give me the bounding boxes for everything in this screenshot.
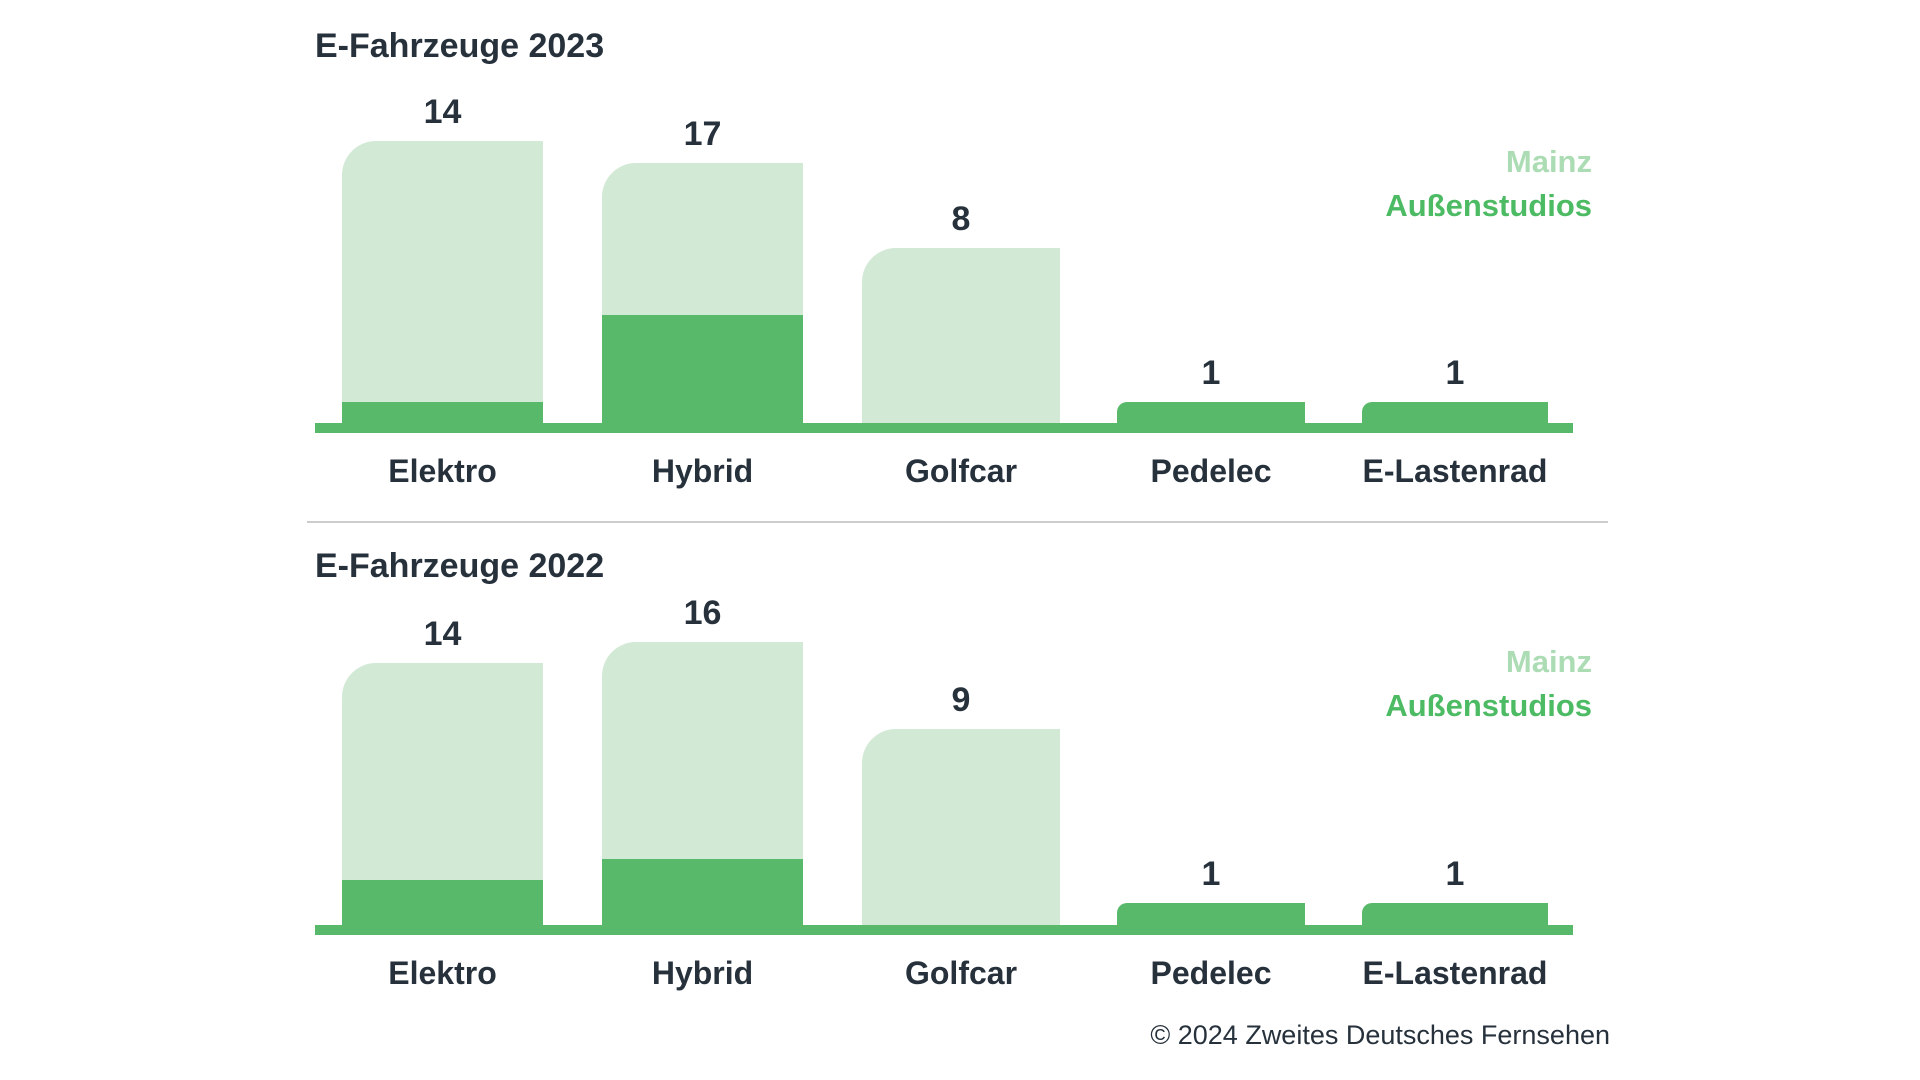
bar-hybrid bbox=[602, 642, 803, 925]
chart-title-2022: E-Fahrzeuge 2022 bbox=[315, 547, 605, 585]
bar-elektro bbox=[342, 141, 543, 423]
legend-2022: Mainz Außenstudios bbox=[1385, 640, 1592, 728]
section-divider bbox=[307, 521, 1608, 523]
bar-value-label: 1 bbox=[1201, 855, 1221, 893]
bar-group-elektro: 14 Elektro bbox=[342, 85, 543, 489]
bar-group-golfcar: 8 Golfcar bbox=[862, 85, 1060, 489]
bar-value-label: 1 bbox=[1445, 354, 1465, 392]
category-label-elektro: Elektro bbox=[388, 453, 497, 489]
bar-segment-aussenstudios bbox=[602, 315, 803, 423]
plot-area-2023: 14 Elektro 17 Hybrid 8 Golfcar 1 Pedelec 1 E-Last… bbox=[315, 85, 1573, 489]
bar-value-label: 9 bbox=[951, 681, 971, 719]
bar-group-e-lastenrad: 1 E-Lastenrad bbox=[1362, 85, 1548, 489]
bar-e-lastenrad bbox=[1362, 903, 1548, 925]
bar-hybrid bbox=[602, 163, 803, 423]
category-label-golfcar: Golfcar bbox=[904, 955, 1018, 991]
legend-2023: Mainz Außenstudios bbox=[1385, 140, 1592, 228]
bar-segment-aussenstudios bbox=[602, 859, 803, 925]
legend-item-aussenstudios: Außenstudios bbox=[1385, 188, 1592, 223]
bar-elektro bbox=[342, 663, 543, 925]
legend-item-mainz: Mainz bbox=[1505, 144, 1592, 179]
bar-value-label: 1 bbox=[1445, 855, 1465, 893]
x-axis-baseline bbox=[315, 925, 1573, 935]
category-label-pedelec: Pedelec bbox=[1150, 955, 1272, 991]
bar-pedelec bbox=[1117, 402, 1305, 423]
legend-item-mainz: Mainz bbox=[1505, 644, 1592, 679]
category-label-elektro: Elektro bbox=[388, 955, 497, 991]
bar-segment-aussenstudios bbox=[342, 880, 543, 925]
category-label-pedelec: Pedelec bbox=[1150, 453, 1272, 489]
bar-value-label: 1 bbox=[1201, 354, 1221, 392]
x-axis-baseline bbox=[315, 423, 1573, 433]
bar-segment-aussenstudios bbox=[342, 402, 543, 423]
bar-value-label: 16 bbox=[683, 594, 722, 632]
category-label-e-lastenrad: E-Lastenrad bbox=[1362, 955, 1548, 991]
legend-item-aussenstudios: Außenstudios bbox=[1385, 688, 1592, 723]
bar-group-elektro: 14 Elektro bbox=[342, 585, 543, 991]
bar-value-label: 8 bbox=[951, 200, 971, 238]
bar-group-pedelec: 1 Pedelec bbox=[1117, 85, 1305, 489]
bar-pedelec bbox=[1117, 903, 1305, 925]
copyright-text: © 2024 Zweites Deutsches Fernsehen bbox=[1150, 1020, 1610, 1050]
bar-golfcar bbox=[862, 248, 1060, 423]
plot-area-2022: 14 Elektro 16 Hybrid 9 Golfcar 1 Pedelec 1 E-Last… bbox=[315, 585, 1573, 991]
chart-title-2023: E-Fahrzeuge 2023 bbox=[315, 27, 605, 65]
category-label-e-lastenrad: E-Lastenrad bbox=[1362, 453, 1548, 489]
bar-value-label: 17 bbox=[683, 115, 722, 153]
category-label-hybrid: Hybrid bbox=[651, 955, 754, 991]
bar-value-label: 14 bbox=[423, 615, 462, 653]
bar-group-golfcar: 9 Golfcar bbox=[862, 585, 1060, 991]
category-label-golfcar: Golfcar bbox=[904, 453, 1018, 489]
bar-group-pedelec: 1 Pedelec bbox=[1117, 585, 1305, 991]
bar-group-e-lastenrad: 1 E-Lastenrad bbox=[1362, 585, 1548, 991]
category-label-hybrid: Hybrid bbox=[651, 453, 754, 489]
bar-group-hybrid: 17 Hybrid bbox=[602, 85, 803, 489]
bar-e-lastenrad bbox=[1362, 402, 1548, 423]
bar-value-label: 14 bbox=[423, 93, 462, 131]
bar-group-hybrid: 16 Hybrid bbox=[602, 585, 803, 991]
bar-golfcar bbox=[862, 729, 1060, 925]
